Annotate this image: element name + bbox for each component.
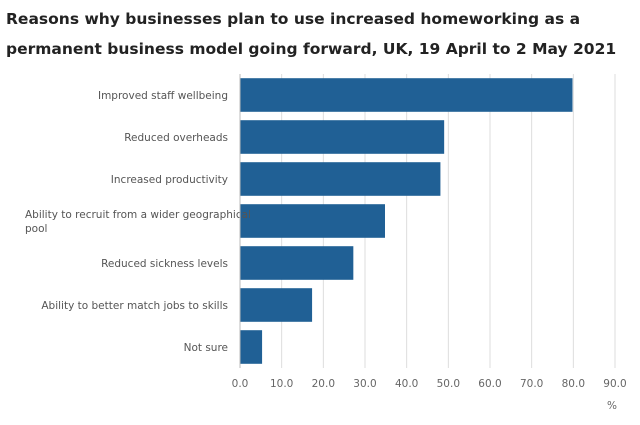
x-tick-label: 10.0	[270, 378, 293, 390]
category-label: Ability to better match jobs to skills	[41, 300, 228, 312]
bar	[240, 78, 573, 112]
bar	[240, 204, 385, 238]
category-label: Not sure	[184, 342, 228, 354]
x-tick-label: 20.0	[312, 378, 335, 390]
bar	[240, 162, 441, 196]
x-tick-label: 80.0	[562, 378, 585, 390]
x-tick-label: 30.0	[353, 378, 376, 390]
category-label: Improved staff wellbeing	[98, 90, 228, 102]
bar	[240, 246, 354, 280]
category-label: Increased productivity	[111, 174, 228, 186]
bar	[240, 288, 313, 322]
bar	[240, 120, 445, 154]
x-tick-label: 40.0	[395, 378, 418, 390]
x-tick-label: 70.0	[520, 378, 543, 390]
bar	[240, 330, 263, 364]
x-tick-label: 90.0	[603, 378, 626, 390]
x-axis-unit: %	[607, 400, 617, 412]
x-tick-labels: 0.0 10.0 20.0 30.0 40.0 50.0 60.0 70.0 80.0 90.0	[232, 378, 627, 390]
category-label: Ability to recruit from a wider geograph…	[25, 209, 251, 235]
x-tick-label: 50.0	[437, 378, 460, 390]
bars	[240, 78, 573, 364]
category-label: Reduced sickness levels	[101, 258, 228, 270]
x-tick-label: 60.0	[478, 378, 501, 390]
category-labels: Improved staff wellbeing Reduced overhead…	[25, 90, 251, 354]
x-tick-label: 0.0	[232, 378, 249, 390]
category-label: Reduced overheads	[124, 132, 228, 144]
chart-title: Reasons why businesses plan to use incre…	[6, 10, 617, 58]
